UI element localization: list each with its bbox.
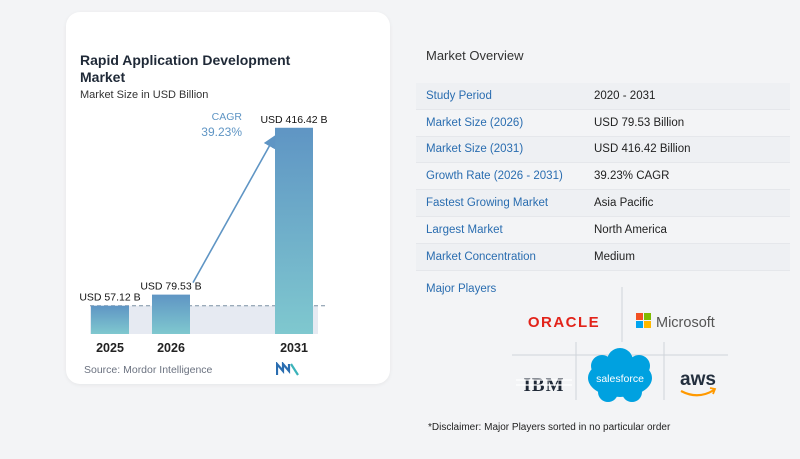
row-value: USD 416.42 Billion	[594, 143, 691, 156]
salesforce-logo-icon	[588, 348, 652, 402]
mordor-logo-icon	[276, 362, 299, 376]
table-row: Market Size (2031) USD 416.42 Billion	[416, 136, 790, 164]
table-row: Largest Market North America	[416, 217, 790, 244]
bar-2031	[275, 127, 313, 334]
aws-arrow-icon	[709, 387, 717, 395]
chart-card: Rapid Application Development Market Mar…	[66, 12, 390, 384]
microsoft-logo-icon	[636, 313, 651, 328]
chart-title: Rapid Application Development Market	[80, 52, 291, 85]
disclaimer-text: *Disclaimer: Major Players sorted in no …	[428, 422, 671, 433]
table-row: Study Period 2020 - 2031	[416, 83, 790, 110]
aws-smile-icon	[680, 389, 715, 397]
cagr-arrow	[192, 134, 276, 284]
overview-title: Market Overview	[426, 48, 524, 63]
cagr-label: CAGR	[212, 111, 243, 123]
table-row: Market Size (2026) USD 79.53 Billion	[416, 110, 790, 137]
bar-2026	[152, 294, 190, 334]
row-value: 39.23% CAGR	[594, 170, 670, 183]
row-value: Medium	[594, 250, 635, 263]
row-key: Growth Rate (2026 - 2031)	[426, 170, 563, 183]
ibm-stripes	[516, 379, 572, 386]
bar-value-label: USD 57.12 B	[79, 292, 140, 304]
table-row: Growth Rate (2026 - 2031) 39.23% CAGR	[416, 163, 790, 191]
source-label: Source: Mordor Intelligence	[84, 364, 213, 376]
row-key: Market Size (2031)	[426, 143, 524, 156]
row-value: 2020 - 2031	[594, 89, 656, 102]
overview-table: Study Period 2020 - 2031 Market Size (20…	[416, 83, 790, 271]
aws-logo: aws	[680, 369, 716, 390]
x-tick-label: 2025	[96, 341, 124, 355]
x-tick-label: 2026	[157, 341, 185, 355]
row-value: North America	[594, 223, 667, 236]
table-row: Market Concentration Medium	[416, 243, 790, 271]
overview-panel: Market Overview Study Period 2020 - 2031…	[416, 0, 790, 459]
bar-2025	[91, 305, 129, 334]
table-row: Fastest Growing Market Asia Pacific	[416, 190, 790, 217]
cagr-value: 39.23%	[201, 125, 242, 139]
major-players-title: Major Players	[426, 283, 497, 295]
row-value: Asia Pacific	[594, 197, 654, 210]
chart-subtitle: Market Size in USD Billion	[80, 89, 209, 101]
players-logo-grid: ORACLE Microsoft IBM salesforce aws	[512, 287, 728, 402]
row-key: Fastest Growing Market	[426, 197, 549, 210]
salesforce-logo: salesforce	[596, 373, 644, 385]
row-value: USD 79.53 Billion	[594, 116, 685, 129]
x-tick-label: 2031	[280, 341, 308, 355]
bar-value-label: USD 79.53 B	[140, 281, 201, 293]
microsoft-logo: Microsoft	[656, 315, 715, 331]
oracle-logo: ORACLE	[528, 314, 600, 331]
row-key: Largest Market	[426, 223, 503, 236]
row-key: Study Period	[426, 89, 492, 102]
bar-chart: USD 57.12 B 2025 USD 79.53 B 2026 USD 416.42…	[79, 111, 328, 355]
bar-value-label: USD 416.42 B	[260, 114, 327, 126]
row-key: Market Size (2026)	[426, 116, 524, 129]
row-key: Market Concentration	[426, 250, 536, 263]
